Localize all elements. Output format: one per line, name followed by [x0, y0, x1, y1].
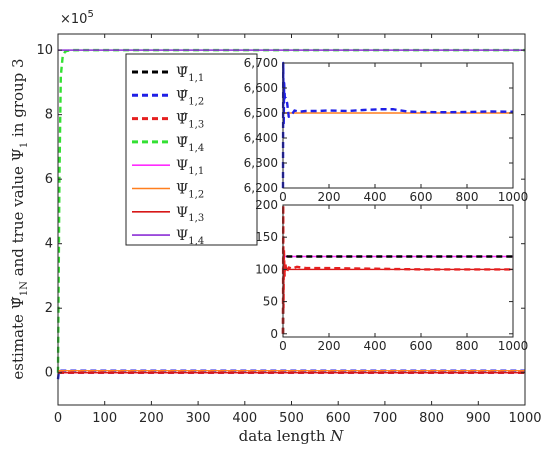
legend-label-symbol: Ψ̂: [176, 65, 188, 81]
main-x-tick-label: 300: [186, 411, 211, 426]
legend-label: Ψ1,4: [176, 228, 204, 247]
legend-label-symbol: Ψ̂: [176, 135, 188, 151]
inset-top-x-tick-label: 1000: [498, 190, 529, 204]
main-x-tick-label: 1000: [508, 411, 541, 426]
legend: Ψ̂1,1Ψ̂1,2Ψ̂1,3Ψ̂1,4Ψ1,1Ψ1,2Ψ1,3Ψ1,4: [125, 53, 258, 247]
y-axis-label-symbol1: Ψ̂: [9, 296, 27, 309]
inset-top-y-tick-label: 6,600: [244, 81, 278, 95]
legend-label: Ψ1,3: [176, 205, 204, 224]
inset-bottom-series-line-3: [281, 203, 513, 334]
inset-bottom-y-tick-label: 0: [270, 327, 278, 341]
legend-label: Ψ̂1,2: [176, 88, 204, 107]
legend-label-subscript: 1,4: [188, 236, 204, 247]
x-axis-label: data length N: [239, 427, 345, 445]
legend-label-symbol: Ψ: [176, 158, 188, 174]
inset-top-x-tick-label: 600: [410, 190, 433, 204]
y-axis-label-part2: and true value: [9, 161, 27, 281]
main-x-tick-label: 0: [54, 411, 62, 426]
y-multiplier: ×105: [60, 9, 94, 27]
inset-bottom-x-tick-label: 200: [318, 339, 341, 353]
main-x-tick-label: 800: [419, 411, 444, 426]
main-x-tick-label: 100: [92, 411, 117, 426]
inset-bottom-x-tick-label: 400: [364, 339, 387, 353]
legend-label: Ψ̂1,4: [176, 135, 204, 154]
inset-bottom-x-tick-label: 800: [456, 339, 479, 353]
y-axis-label: estimate Ψ̂1N and true value Ψ1 in group…: [9, 58, 30, 379]
main-y-tick-label: 10: [36, 43, 53, 58]
y-multiplier-base: ×10: [60, 12, 87, 27]
main-y-tick-label: 4: [45, 237, 53, 252]
main-x-tick-label: 200: [139, 411, 164, 426]
legend-label-subscript: 1,1: [188, 166, 204, 177]
main-x-tick-label: 600: [326, 411, 351, 426]
main-x-tick-label: 900: [466, 411, 491, 426]
y-axis-label-part1: estimate: [9, 309, 27, 379]
y-axis-label-sub2: 1: [19, 142, 30, 148]
legend-label: Ψ̂1,1: [176, 65, 204, 84]
legend-label: Ψ1,2: [176, 182, 204, 201]
inset-bottom-ticks: 0 200 400 600 800 1000 0 50 100 150 200: [255, 198, 528, 353]
main-x-tick-label: 400: [232, 411, 257, 426]
legend-label-subscript: 1,4: [188, 143, 204, 154]
main-y-tick-label: 0: [45, 366, 53, 381]
inset-bottom-y-tick-label: 200: [255, 198, 278, 212]
legend-label: Ψ̂1,3: [176, 112, 204, 131]
inset-top-y-tick-label: 6,200: [244, 181, 278, 195]
inset-bottom-x-tick-label: 1000: [498, 339, 529, 353]
y-axis-label-part3: in group 3: [9, 58, 27, 141]
inset-bottom-x-tick-label: 0: [279, 339, 287, 353]
main-series-line-3: [56, 48, 525, 373]
legend-label-symbol: Ψ: [176, 228, 188, 244]
inset-chart-bottom: 0 200 400 600 800 1000 0 50 100 150 200: [255, 198, 528, 353]
y-axis-label-symbol2: Ψ: [9, 148, 27, 161]
inset-top-ticks: 0 200 400 600 800 1000 6,200 6,300 6,400 6,500 6,6…: [244, 56, 529, 204]
main-y-tick-label: 2: [45, 301, 53, 316]
inset-bottom-x-tick-label: 600: [410, 339, 433, 353]
inset-top-x-tick-label: 400: [364, 190, 387, 204]
y-multiplier-exponent: 5: [87, 9, 93, 20]
main-x-tick-label: 500: [279, 411, 304, 426]
inset-top-series-group: [281, 61, 514, 189]
legend-label-subscript: 1,3: [188, 213, 204, 224]
inset-top-series-line-1: [281, 61, 514, 189]
inset-bottom-y-tick-label: 150: [255, 230, 278, 244]
x-axis-label-var: N: [329, 427, 344, 445]
legend-label-symbol: Ψ̂: [176, 88, 188, 104]
legend-label-symbol: Ψ: [176, 205, 188, 221]
x-axis-label-text: data length: [239, 427, 331, 445]
legend-label-symbol: Ψ: [176, 182, 188, 198]
main-y-tick-label: 8: [45, 108, 53, 123]
inset-top-x-tick-label: 200: [318, 190, 341, 204]
legend-label-subscript: 1,2: [188, 190, 204, 201]
legend-label-subscript: 1,3: [188, 120, 204, 131]
inset-bottom-y-tick-label: 50: [263, 295, 278, 309]
inset-chart-top: 0 200 400 600 800 1000 6,200 6,300 6,400 6,500 6,6…: [244, 56, 529, 204]
legend-items: Ψ̂1,1Ψ̂1,2Ψ̂1,3Ψ̂1,4Ψ1,1Ψ1,2Ψ1,3Ψ1,4: [132, 65, 204, 247]
main-y-tick-label: 6: [45, 172, 53, 187]
legend-label-subscript: 1,2: [188, 96, 204, 107]
inset-top-y-tick-label: 6,400: [244, 131, 278, 145]
inset-top-y-tick-label: 6,300: [244, 156, 278, 170]
inset-top-y-tick-label: 6,500: [244, 106, 278, 120]
main-x-tick-label: 700: [372, 411, 397, 426]
inset-bottom-y-tick-label: 100: [255, 262, 278, 276]
legend-label-subscript: 1,1: [188, 73, 204, 84]
inset-top-x-tick-label: 800: [456, 190, 479, 204]
legend-label-symbol: Ψ̂: [176, 112, 188, 128]
inset-top-x-tick-label: 0: [279, 190, 287, 204]
inset-top-y-tick-label: 6,700: [244, 56, 278, 70]
y-axis-label-sub1: 1N: [19, 281, 30, 296]
legend-label: Ψ1,1: [176, 158, 204, 177]
